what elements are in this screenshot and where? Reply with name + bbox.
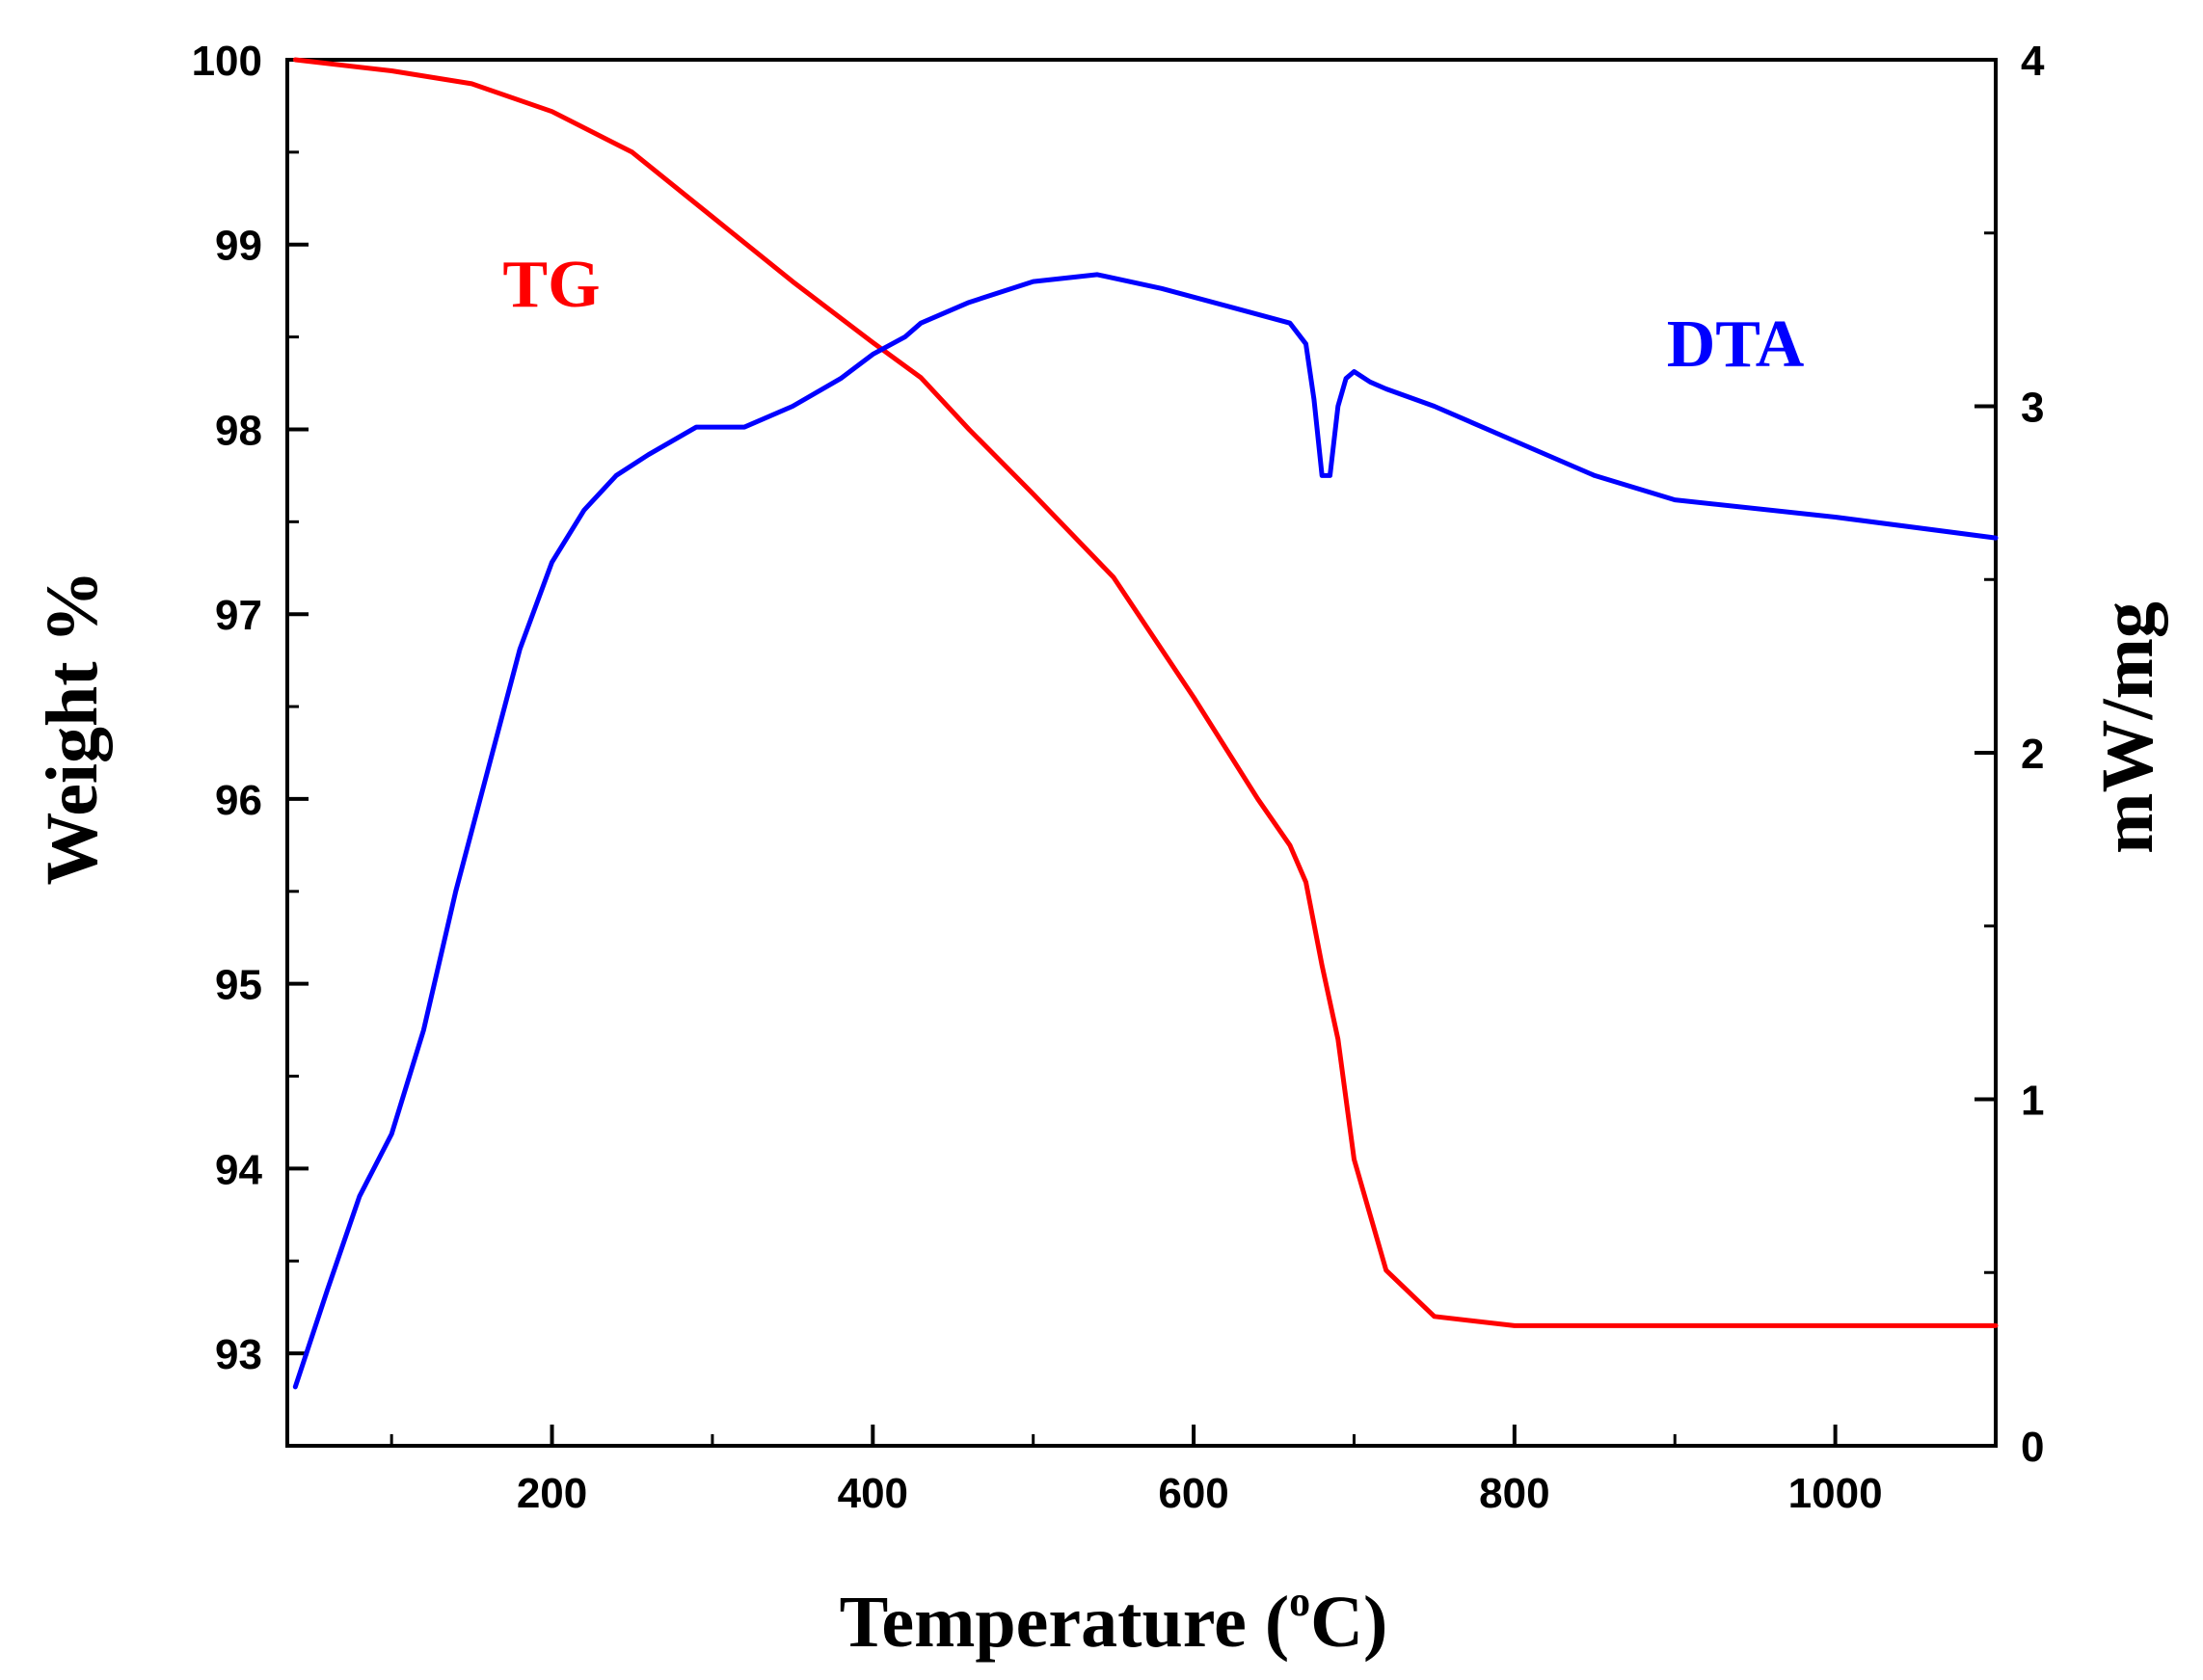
- dta-series-line: [292, 272, 1999, 1390]
- left-y-axis-ticks: 93 94 95 96 97 98 99 100: [192, 38, 309, 1448]
- dta-series-label: DTA: [1667, 307, 1805, 382]
- x-axis-title-sup: o: [1289, 1578, 1310, 1625]
- right-y-tick-label: 4: [2021, 38, 2045, 85]
- left-y-tick-label: 99: [215, 223, 262, 270]
- x-axis-title-suffix: C): [1310, 1582, 1387, 1663]
- x-axis-ticks: 200 400 600 800 1000: [390, 1425, 1998, 1517]
- x-tick-label: 400: [838, 1470, 908, 1517]
- right-y-tick-label: 3: [2021, 385, 2044, 432]
- left-y-tick-label: 100: [192, 38, 262, 85]
- x-tick-label: 1000: [1788, 1470, 1883, 1517]
- right-y-axis-title: mW/mg: [2087, 601, 2168, 854]
- series-lines: [292, 57, 1999, 1390]
- left-y-tick-label: 93: [215, 1331, 262, 1378]
- x-tick-label: 800: [1479, 1470, 1549, 1517]
- left-y-axis-title: Weight %: [32, 570, 113, 885]
- right-y-tick-label: 1: [2021, 1078, 2044, 1125]
- left-y-tick-label: 95: [215, 962, 262, 1009]
- right-y-tick-label: 0: [2021, 1424, 2044, 1471]
- x-axis-title: Temperature (oC): [840, 1578, 1388, 1663]
- x-axis-title-main: Temperature (: [840, 1582, 1289, 1663]
- right-y-axis-ticks: 0 1 2 3 4: [1975, 38, 2045, 1471]
- left-y-tick-label: 98: [215, 407, 262, 454]
- left-y-tick-label: 96: [215, 777, 262, 824]
- right-y-tick-label: 2: [2021, 731, 2044, 778]
- x-tick-label: 600: [1158, 1470, 1228, 1517]
- left-y-tick-label: 94: [215, 1146, 262, 1193]
- tg-series-line: [292, 57, 1999, 1328]
- tg-series-label: TG: [502, 248, 600, 322]
- left-y-tick-label: 97: [215, 592, 262, 639]
- x-tick-label: 200: [517, 1470, 587, 1517]
